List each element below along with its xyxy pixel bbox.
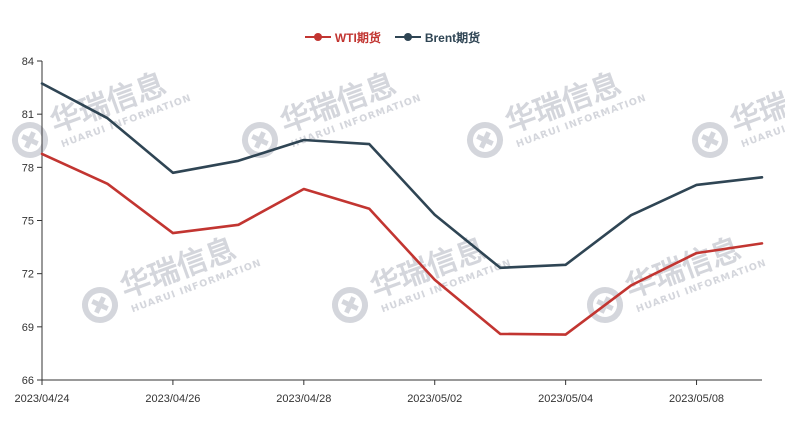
- x-tick-label: 2023/05/08: [669, 393, 724, 405]
- watermark-logo-icon: [12, 122, 48, 158]
- series-layer: [40, 82, 764, 336]
- x-tick-label: 2023/05/04: [538, 393, 593, 405]
- watermark-logo-mark: [341, 296, 359, 314]
- y-tick-label: 78: [22, 162, 34, 174]
- watermark-logo-icon: [82, 287, 118, 323]
- legend-marker-wti: [304, 33, 331, 41]
- y-tick-label: 72: [22, 269, 34, 281]
- watermark-logo-mark: [91, 296, 109, 314]
- y-tick-label: 81: [22, 109, 34, 121]
- legend-marker-brent: [394, 33, 421, 41]
- series-line-brent: [40, 82, 764, 270]
- y-tick-label: 69: [22, 322, 34, 334]
- x-tick-label: 2023/04/28: [276, 393, 331, 405]
- x-tick-label: 2023/05/02: [407, 393, 462, 405]
- x-tick-label: 2023/04/26: [145, 393, 200, 405]
- legend: WTI期货 Brent期货: [0, 27, 785, 47]
- watermark-logo-mark: [701, 131, 719, 149]
- y-tick-label: 84: [22, 56, 34, 68]
- watermark-logo-icon: [467, 122, 503, 158]
- watermark-logo-mark: [251, 131, 269, 149]
- watermark-logo-icon: [242, 122, 278, 158]
- watermark-logo-mark: [476, 131, 494, 149]
- watermark-logo-mark: [21, 131, 39, 149]
- legend-item-wti[interactable]: WTI期货: [304, 29, 381, 46]
- watermark-logo-icon: [692, 122, 728, 158]
- watermark-logo-icon: [332, 287, 368, 323]
- legend-label-wti: WTI期货: [334, 30, 381, 45]
- series-line-wti: [40, 152, 764, 336]
- x-tick-label: 2023/04/24: [14, 393, 69, 405]
- axes: 66 69 72 75 78 81 84 2023/04/24 2023/04/26 2023/0…: [14, 56, 762, 405]
- watermark-logo-icon: [587, 287, 623, 323]
- y-tick-label: 75: [22, 216, 34, 228]
- legend-item-brent[interactable]: Brent期货: [394, 29, 481, 46]
- y-tick-label: 66: [22, 375, 34, 387]
- legend-label-brent: Brent期货: [424, 30, 481, 45]
